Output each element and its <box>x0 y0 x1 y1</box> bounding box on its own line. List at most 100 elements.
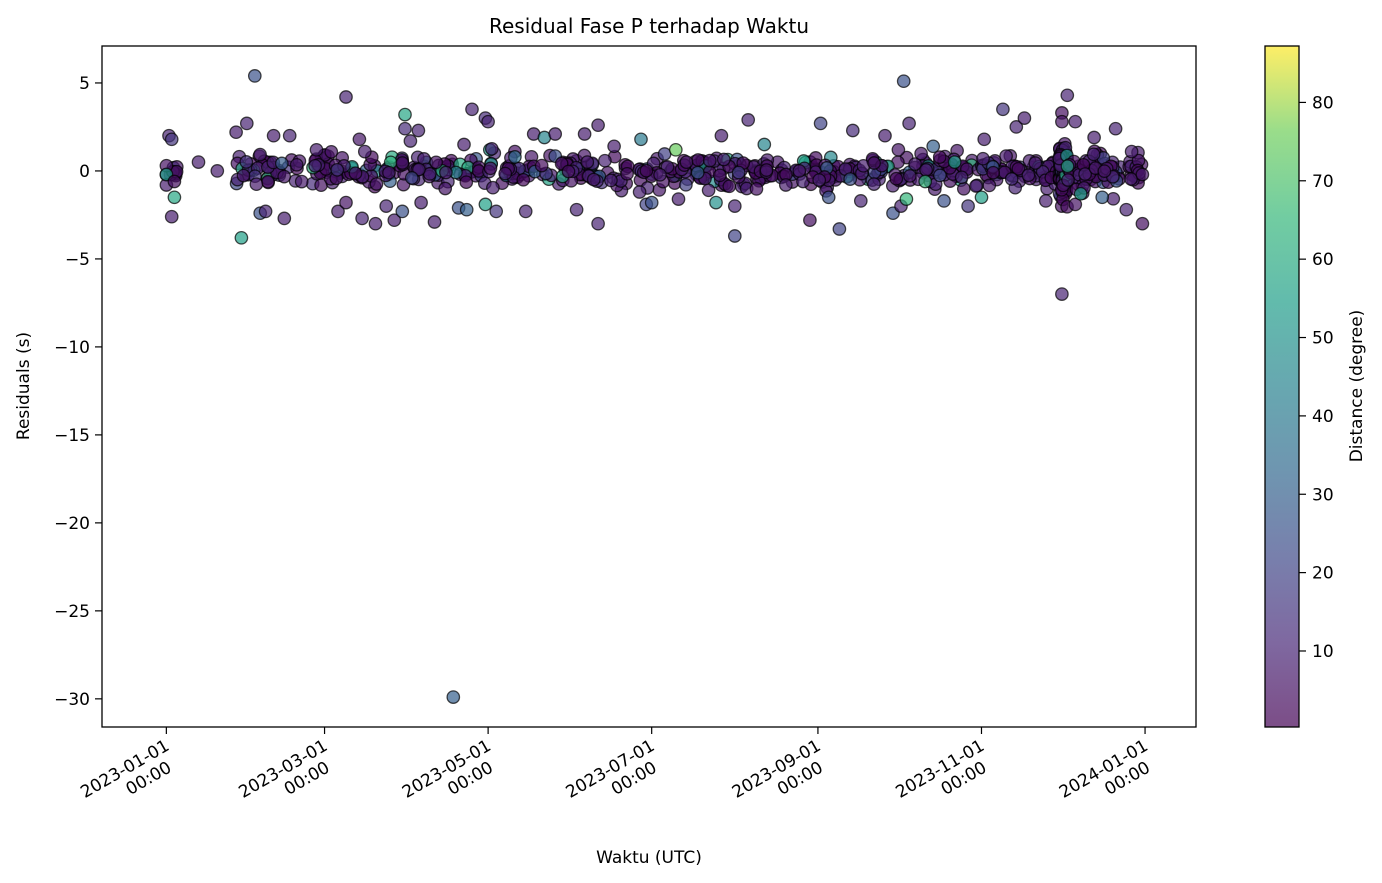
scatter-point <box>331 204 345 219</box>
scatter-point <box>395 204 410 219</box>
scatter-point <box>999 149 1013 163</box>
colorbar-tick-label: 10 <box>1312 642 1334 662</box>
scatter-point <box>954 170 969 185</box>
scatter-point <box>657 147 672 161</box>
scatter-points <box>159 69 1150 704</box>
scatter-point <box>1011 161 1026 176</box>
scatter-point <box>459 202 474 217</box>
scatter-point <box>691 153 705 167</box>
colorbar-tick-label: 20 <box>1312 564 1334 584</box>
scatter-point <box>813 116 828 131</box>
scatter-point <box>339 195 353 210</box>
scatter-point <box>261 174 275 189</box>
scatter-point <box>919 163 933 177</box>
scatter-point <box>757 137 772 152</box>
colorbar-tick-label: 50 <box>1312 329 1334 349</box>
scatter-point <box>483 161 498 176</box>
scatter-point <box>604 173 618 188</box>
scatter-point <box>277 211 292 226</box>
scatter-point <box>355 211 369 226</box>
colorbar-frame <box>1264 45 1300 728</box>
scatter-point <box>974 190 989 205</box>
scatter-point <box>867 156 881 170</box>
scatter-point <box>348 166 363 181</box>
scatter-point <box>671 192 686 206</box>
scatter-point <box>465 102 479 117</box>
scatter-point <box>937 194 951 208</box>
scatter-point <box>324 144 339 159</box>
scatter-point <box>274 156 289 171</box>
scatter-point <box>741 113 756 127</box>
scatter-point <box>164 209 179 224</box>
scatter-point <box>722 179 737 194</box>
scatter-point <box>308 158 322 173</box>
scatter-point <box>478 197 493 212</box>
scatter-point <box>518 204 533 219</box>
scatter-point <box>516 172 531 187</box>
scatter-point <box>484 141 499 156</box>
scatter-point <box>239 116 254 131</box>
scatter-point <box>234 230 249 245</box>
scatter-point <box>792 164 807 178</box>
y-axis: 5 0 −5 −10 −15 −20 −25 −30 <box>54 74 102 710</box>
scatter-point <box>878 128 892 143</box>
scatter-point <box>1009 120 1024 134</box>
scatter-point <box>586 172 601 187</box>
scatter-point <box>607 139 621 154</box>
scatter-point <box>1021 168 1036 183</box>
scatter-point <box>653 167 667 182</box>
scatter-point <box>387 213 402 228</box>
scatter-point <box>679 177 693 192</box>
scatter-point <box>926 139 941 154</box>
scatter-point <box>668 142 683 157</box>
scatter-point <box>1078 167 1092 181</box>
scatter-point <box>702 153 717 168</box>
scatter-point <box>369 177 384 191</box>
chart-title: Residual Fase P terhadap Waktu <box>489 14 809 38</box>
scatter-point <box>398 121 412 136</box>
scatter-point <box>701 183 716 198</box>
scatter-point <box>1017 111 1032 125</box>
scatter-point <box>404 171 419 185</box>
scatter-point <box>853 194 868 208</box>
scatter-point <box>548 127 563 141</box>
scatter-point <box>339 90 353 104</box>
y-tick-label: −15 <box>54 426 90 446</box>
scatter-point <box>438 181 453 196</box>
scatter-point <box>1106 191 1121 206</box>
scatter-point <box>821 190 836 205</box>
scatter-point <box>591 216 605 231</box>
colorbar <box>1265 46 1299 727</box>
scatter-point <box>1055 114 1069 129</box>
scatter-point <box>577 127 592 141</box>
scatter-point <box>1108 121 1123 136</box>
colorbar-tick-label: 60 <box>1312 250 1334 270</box>
scatter-point <box>891 142 906 157</box>
scatter-point <box>867 177 881 191</box>
scatter-point <box>713 168 727 183</box>
scatter-point <box>1055 287 1069 301</box>
scatter-point <box>352 132 367 147</box>
scatter-point <box>459 175 474 190</box>
scatter-point <box>253 147 267 162</box>
scatter-point <box>277 169 292 184</box>
scatter-point <box>620 166 634 181</box>
scatter-point <box>1060 159 1075 174</box>
scatter-point <box>803 213 817 228</box>
scatter-point <box>1124 144 1139 159</box>
scatter-point <box>918 174 933 189</box>
scatter-point <box>1068 197 1083 212</box>
scatter-point <box>902 116 916 131</box>
scatter-point <box>210 164 225 178</box>
colorbar-tick-label: 80 <box>1312 93 1334 113</box>
scatter-point <box>634 132 648 147</box>
scatter-point <box>1060 88 1075 103</box>
scatter-point <box>330 162 345 177</box>
scatter-point <box>1061 173 1075 187</box>
scatter-point <box>1073 186 1088 201</box>
scatter-point <box>903 169 917 183</box>
scatter-point <box>961 199 975 213</box>
